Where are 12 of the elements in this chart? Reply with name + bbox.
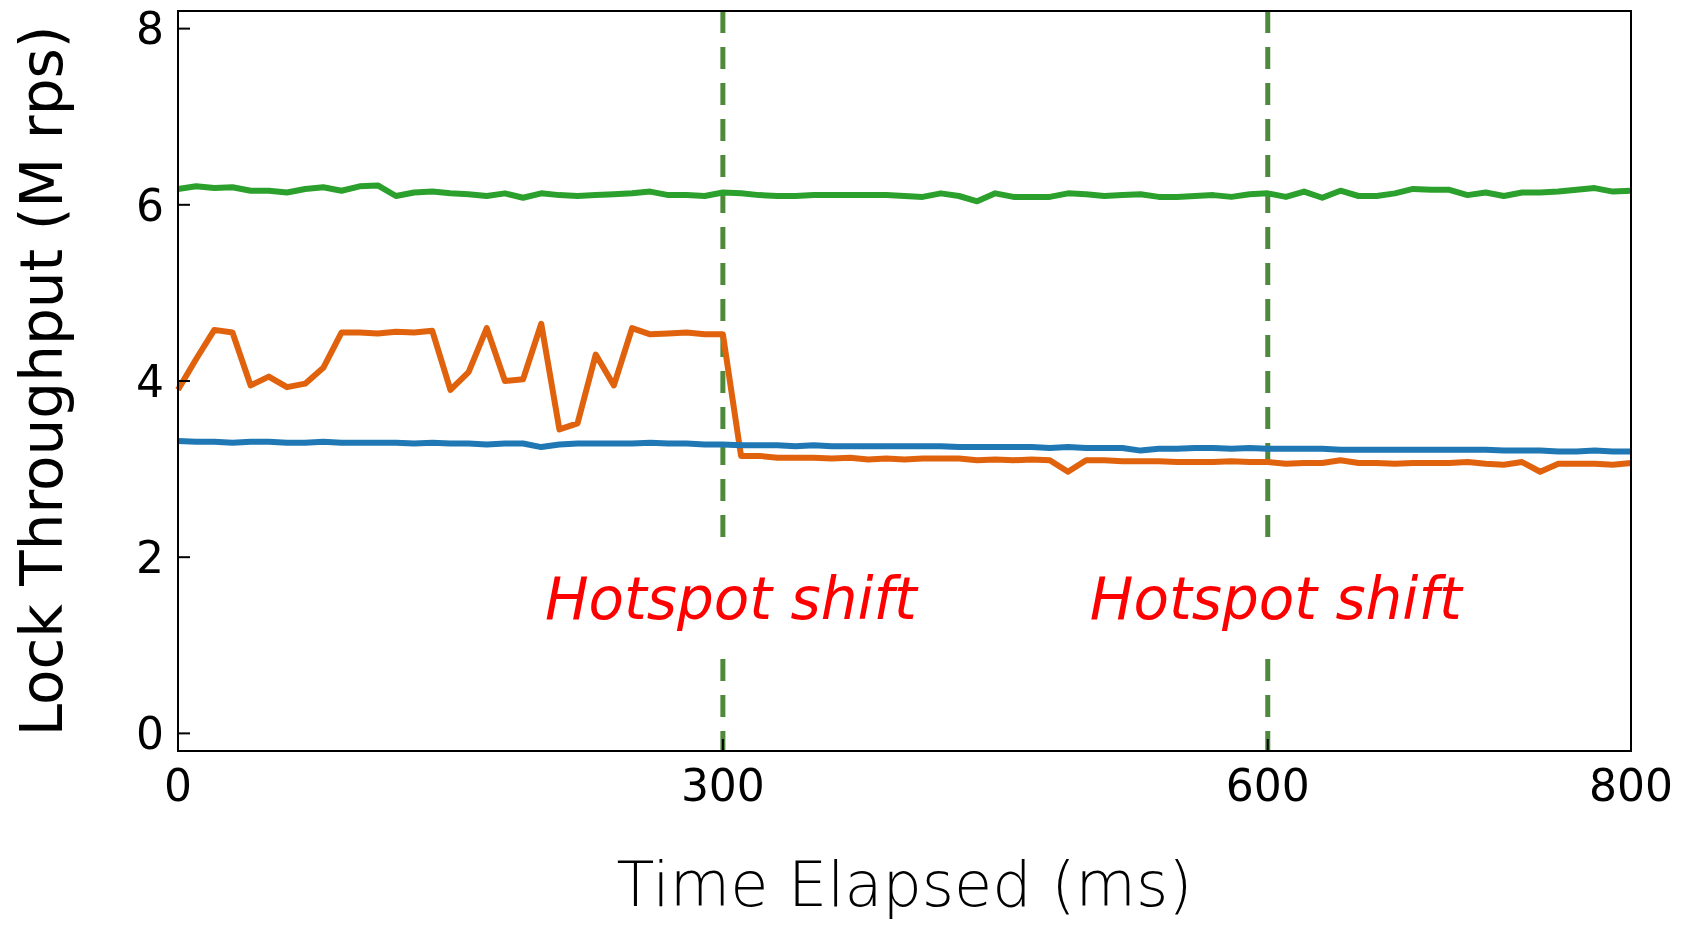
y-tick-label: 0 [136,708,164,760]
x-tick-label: 600 [1225,760,1310,811]
ref-line-label: Hotspot shift [1089,564,1464,633]
y-tick-label: 8 [136,3,164,55]
ref-line-label: Hotspot shift [544,564,920,633]
x-axis-title: Time Elapsed (ms) [616,848,1193,921]
x-tick-label: 300 [680,760,765,811]
y-axis-title: Lock Throughput (M rps) [8,25,76,737]
y-tick-label: 2 [136,532,164,584]
x-tick-label: 800 [1589,760,1673,811]
y-tick-label: 6 [136,179,164,231]
y-tick-label: 4 [136,355,164,407]
